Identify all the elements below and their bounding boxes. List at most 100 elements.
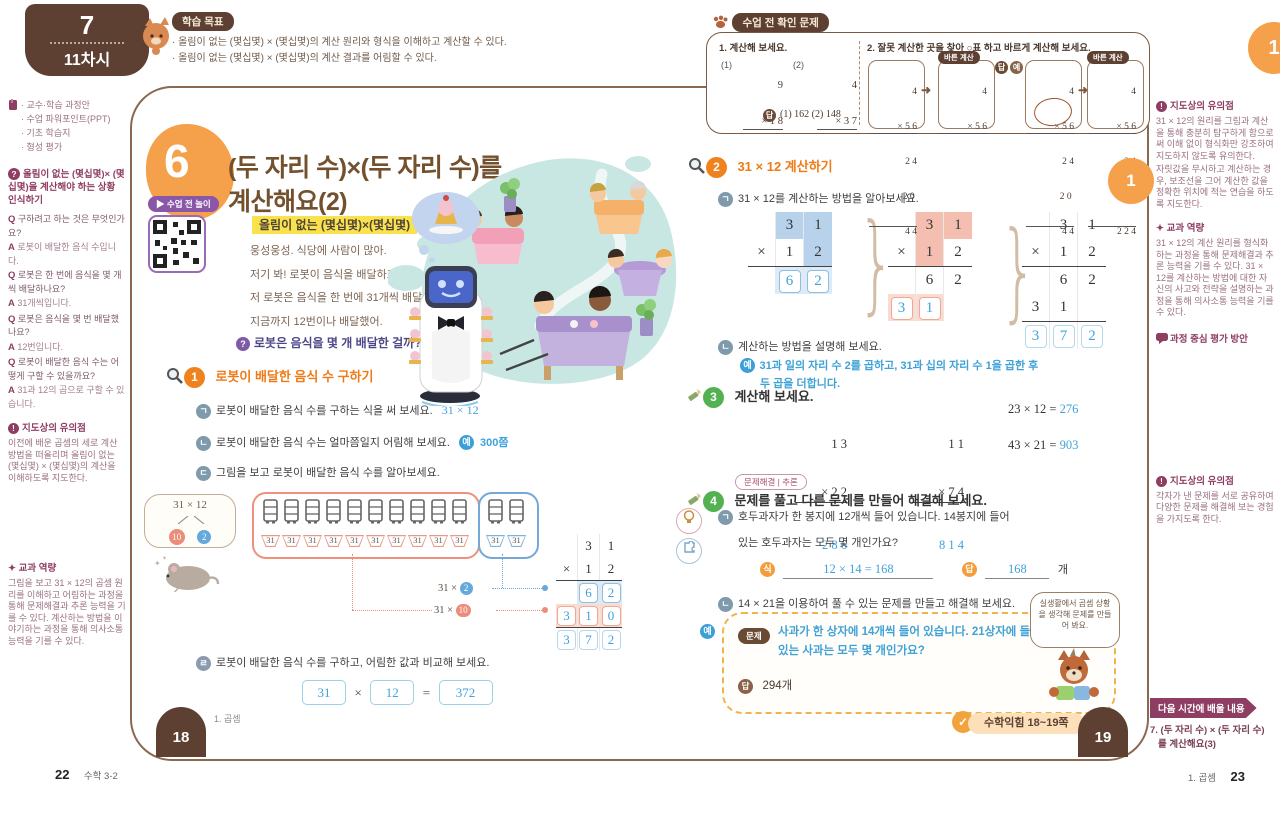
qr-block: ▶ 수업 전 놀이	[148, 194, 219, 273]
right-sidebar: ! 지도상의 유의점 31 × 12의 원리를 그림과 계산을 통해 충분히 탐구…	[1156, 98, 1274, 525]
factor-expression: 31 × 12	[173, 499, 207, 511]
guidance-note-tag: ! 지도상의 유의점	[1156, 473, 1274, 487]
guidance-note-text: 각자가 낸 문제를 서로 공유하여 다양한 문제를 해결해 보는 경험을 가지도…	[1156, 490, 1274, 524]
unit-label: 1. 곱셈	[214, 714, 241, 724]
tray-count-label: 31	[486, 535, 505, 547]
activity3-calc1: 1 3 × 2 2 2 8 6	[795, 404, 847, 585]
competency-icon: ✦	[1156, 223, 1164, 234]
example-badge: 예	[458, 435, 474, 450]
precheck-box: 1. 계산해 보세요. (1) 9 × 1 8 (2) 4 × 3 7 답 (1…	[706, 32, 1150, 237]
activity2-title: 31 × 12 계산하기	[737, 159, 833, 174]
unit-lesson-number: 6	[164, 135, 190, 187]
activity-number: 4	[703, 491, 724, 512]
activity1-header: 1 로봇이 배달한 음식 수 구하기	[166, 366, 373, 388]
answer-badge: 답	[995, 61, 1008, 74]
precheck-tag-row: 수업 전 확인 문제	[712, 13, 829, 32]
precheck-q2-title: 2. 잘못 계산한 곳을 찾아 ○표 하고 바르게 계산해 보세요.	[867, 43, 1091, 54]
fox-peek-illustration	[143, 17, 169, 55]
fox-illustration	[1049, 648, 1099, 700]
objective-line: 올림이 없는 (몇십몇) × (몇십몇)의 계산 결과를 어림할 수 있다.	[172, 51, 507, 67]
tray-count-label: 31	[324, 535, 343, 547]
problem-number: (2)	[793, 60, 804, 70]
problem-badge: 문제	[738, 628, 770, 644]
unit-title: 1. 곱셈	[1188, 773, 1217, 784]
precheck-q2-answer-wrong-calc: 4 × 5 6 2 4 2 0 4 4	[1025, 60, 1082, 237]
competency-icon: ✦	[8, 563, 16, 574]
fox-speech-bubble: 실생활에서 곱셈 상황을 생각해 문제를 만들어 봐요.	[1030, 592, 1120, 648]
food-cart: 31	[345, 499, 364, 548]
question-icon: ?	[8, 168, 20, 180]
lesson-session: 11차시	[63, 52, 111, 69]
food-cart: 31	[387, 499, 406, 548]
precheck-calc-2: 4 × 3 7	[817, 56, 857, 154]
pencil-icon	[688, 493, 701, 505]
activity1-item2: ㄴ 로봇이 배달한 음식 수는 얼마쯤일지 어림해 보세요. 예 300쯤	[196, 434, 509, 451]
ones-factor: 2	[197, 530, 212, 544]
magnifier-icon	[689, 158, 705, 174]
food-cart: 31	[261, 499, 280, 548]
example-badge: 예	[740, 358, 755, 373]
lesson-subtitle: 올림이 없는 (몇십몇)×(몇십몇)	[252, 216, 418, 234]
qr-pattern	[153, 220, 201, 268]
activity1-title: 로봇이 배달한 음식 수 구하기	[215, 369, 374, 384]
workbook-badge: ✓ 수학익힘 18~19쪽	[952, 711, 1085, 734]
activity1-item3: ㄷ 그림을 보고 로봇이 배달한 음식 수를 알아보세요.	[196, 464, 440, 481]
activity2-item2: ㄴ 계산하는 방법을 설명해 보세요.	[718, 338, 882, 355]
answer-badge: 답	[763, 109, 776, 122]
competency-tag: ✦ 교과 역량	[1156, 223, 1205, 234]
connector-dot	[542, 585, 548, 591]
answer-badge: 답	[961, 562, 977, 577]
exclaim-icon: !	[1156, 101, 1167, 112]
assessment-tag: 과정 중심 평가 방안	[1156, 331, 1274, 345]
exclaim-icon: !	[1156, 475, 1167, 487]
tray-count-label: 31	[261, 535, 280, 547]
guidance-note-tag: ! 지도상의 유의점	[1156, 98, 1274, 112]
lightbulb-icon	[676, 508, 702, 534]
activity4-answer-row: 식 12 × 14 = 168 답 168 개	[760, 560, 1068, 579]
paw-icon	[713, 15, 728, 29]
objective-line: 올림이 없는 (몇십몇) × (몇십몇)의 계산 원리와 형식을 이해하고 계산…	[172, 35, 507, 51]
activity-number: 2	[706, 157, 727, 178]
equation-result: 372	[438, 680, 493, 705]
objectives-tag: 학습 목표	[172, 12, 234, 31]
precheck-q2-blank-calc: 4 × 5 6	[938, 60, 995, 134]
activity-number: 3	[703, 387, 724, 408]
example-badge: 예	[700, 624, 715, 639]
question-icon: ?	[236, 337, 250, 351]
competency-text: 그림을 보고 31 × 12의 곱셈 원리를 이해하고 어림하는 과정을 통해 …	[8, 578, 126, 646]
food-cart: 31	[450, 499, 469, 548]
lesson-number: 7	[79, 10, 95, 40]
food-cart: 31	[408, 499, 427, 548]
precheck-calc-1: 9 × 1 8	[743, 56, 783, 154]
divider	[859, 41, 860, 125]
activity3-header: 3 계산해 보세요.	[686, 386, 813, 408]
guidance-note-text: 자릿값을 무시하고 계산하는 경우, 보조선을 그어 계산한 값을 정확한 위치…	[1156, 164, 1274, 209]
page-number-bubble-left: 18	[156, 707, 206, 757]
exclaim-icon: !	[8, 423, 19, 434]
connector-line	[496, 610, 542, 611]
puzzle-icon	[676, 538, 702, 564]
divider	[50, 42, 124, 44]
competency-tag: ✦ 교과 역량	[8, 563, 57, 574]
item2-answer: 300쯤	[480, 437, 509, 449]
brace: }	[999, 209, 1038, 334]
problem-row: 문제	[738, 626, 770, 644]
problem-text: 사과가 한 상자에 14개씩 들어 있습니다. 21상자에 들어 있는 사과는 …	[778, 626, 1041, 657]
book-icon	[9, 99, 17, 110]
connector-dot	[542, 607, 548, 613]
answer-unit: 개	[1057, 564, 1068, 576]
strategy-heading: ? 올림이 없는 (몇십몇)× (몇십몇)을 계산해야 하는 상황 인식하기	[8, 168, 125, 206]
activity4-item2: ㄴ 14 × 21을 이용하여 풀 수 있는 문제를 만들고 해결해 보세요.	[718, 595, 1015, 612]
speech-bubble-icon	[1156, 332, 1168, 344]
activity2-item1: ㄱ 31 × 12를 계산하는 방법을 알아보세요.	[718, 190, 919, 207]
precheck-q1-title: 1. 계산해 보세요.	[719, 43, 788, 54]
tray-count-label: 31	[366, 535, 385, 547]
expression-badge: 식	[760, 562, 775, 577]
qr-code	[148, 215, 206, 273]
book-title: 수학 3-2	[83, 771, 118, 782]
activity2-item2-answer: 예 31과 일의 자리 수 2를 곱하고, 31과 십의 자리 수 1을 곱한 …	[740, 356, 1038, 392]
activity-number: 1	[184, 367, 205, 388]
activity3-title: 계산해 보세요.	[734, 389, 814, 404]
connector-line	[502, 554, 503, 588]
